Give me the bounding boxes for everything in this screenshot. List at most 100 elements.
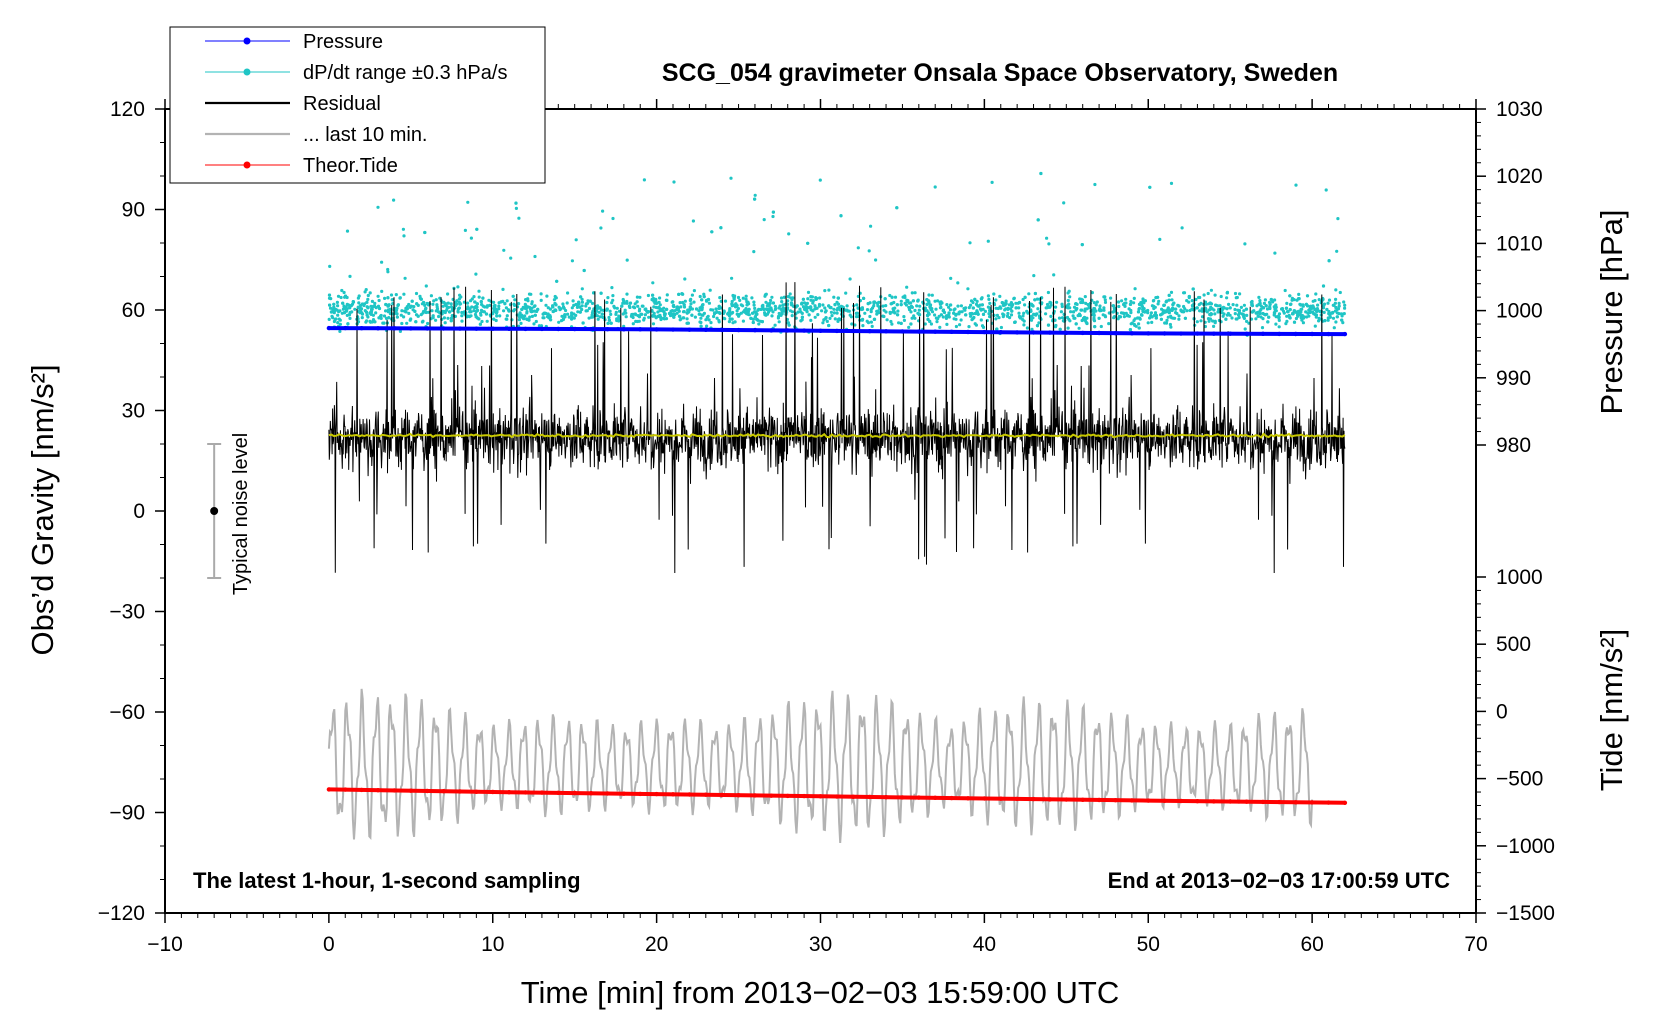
dpdt-point [848,313,852,317]
dpdt-point [845,304,849,308]
dpdt-point [678,301,682,305]
pressure-point [752,328,758,333]
pressure-point [1244,331,1249,336]
dpdt-point [1315,309,1320,313]
dpdt-point [1111,304,1116,308]
dpdt-point [927,293,931,297]
dpdt-point [876,304,880,308]
dpdt-point [386,267,390,272]
dpdt-point [444,302,448,306]
dpdt-point [1195,320,1199,324]
dpdt-point [441,309,445,313]
dpdt-point [673,313,677,317]
dpdt-point [1296,314,1300,318]
dpdt-point [422,300,426,305]
dpdt-point [1206,291,1210,296]
dpdt-point [755,317,759,321]
tide-point [1129,798,1135,803]
dpdt-point [966,287,970,291]
noise-level-label-text: Typical noise level [230,433,252,595]
dpdt-point [442,316,446,320]
dpdt-point [875,301,880,305]
dpdt-point [590,301,595,305]
dpdt-point [474,272,478,276]
dpdt-point [1335,249,1339,253]
dpdt-point [446,301,450,305]
dpdt-point [327,293,332,297]
dpdt-point [933,299,937,303]
dpdt-point [1168,322,1172,327]
tide-point [752,793,758,798]
dpdt-point [1283,288,1287,293]
dpdt-point [494,318,498,323]
dpdt-point [1262,301,1266,305]
dpdt-point [790,314,794,318]
dpdt-point [571,299,575,303]
dpdt-point [1200,315,1205,319]
dpdt-point [502,309,506,313]
dpdt-point [1109,296,1113,300]
dpdt-point [482,310,486,314]
dpdt-point [811,309,815,313]
dpdt-point [1090,291,1094,295]
dpdt-point [429,294,433,298]
dpdt-point [806,241,810,245]
dpdt-point [413,309,417,313]
dpdt-point [1318,309,1322,314]
tide-point [851,794,856,799]
dpdt-point [656,310,660,314]
dpdt-point [941,308,946,312]
dpdt-point [599,226,603,230]
dpdt-point [373,320,377,324]
dpdt-point [566,291,570,295]
dpdt-point [981,312,986,316]
dpdt-point [782,295,786,299]
pressure-point [1096,330,1102,336]
dpdt-point [395,312,399,316]
dpdt-point [836,302,841,306]
dpdt-point [364,310,369,314]
dpdt-point [681,316,685,320]
dpdt-point [421,319,425,323]
dpdt-point [1308,304,1313,308]
dpdt-point [1237,315,1241,320]
dpdt-point [348,311,352,315]
dpdt-point [973,322,977,326]
dpdt-point [786,299,790,303]
dpdt-point [633,306,637,310]
dpdt-point [869,320,874,324]
dpdt-point [773,304,778,308]
dpdt-point [1035,324,1040,328]
pressure-point [670,327,676,332]
dpdt-point [883,297,887,301]
tide-point [801,793,807,799]
dpdt-point [1256,314,1260,318]
dpdt-point [389,293,394,297]
dpdt-point [766,310,771,314]
dpdt-point [369,312,373,316]
dpdt-point [1300,318,1304,322]
dpdt-point [874,258,878,262]
dpdt-point [449,305,454,309]
dpdt-point [861,324,865,328]
dpdt-point [769,308,773,312]
dpdt-point [1082,315,1087,320]
dpdt-point [736,306,741,311]
dpdt-point [595,309,599,313]
pressure-point [621,327,626,332]
dpdt-point [1146,321,1150,325]
dpdt-point [1010,303,1015,307]
dpdt-point [1093,182,1097,187]
dpdt-point [759,307,763,311]
dpdt-point [460,314,464,318]
dpdt-point [1004,299,1008,303]
tide-point [1064,797,1069,802]
dpdt-point [844,308,848,312]
dpdt-point [876,309,880,313]
tide-point [818,794,823,799]
dpdt-point [1066,326,1070,330]
dpdt-point [1254,317,1258,321]
y-left-tick-label: −120 [98,902,145,925]
dpdt-point [580,297,584,301]
tide-point [572,790,577,796]
